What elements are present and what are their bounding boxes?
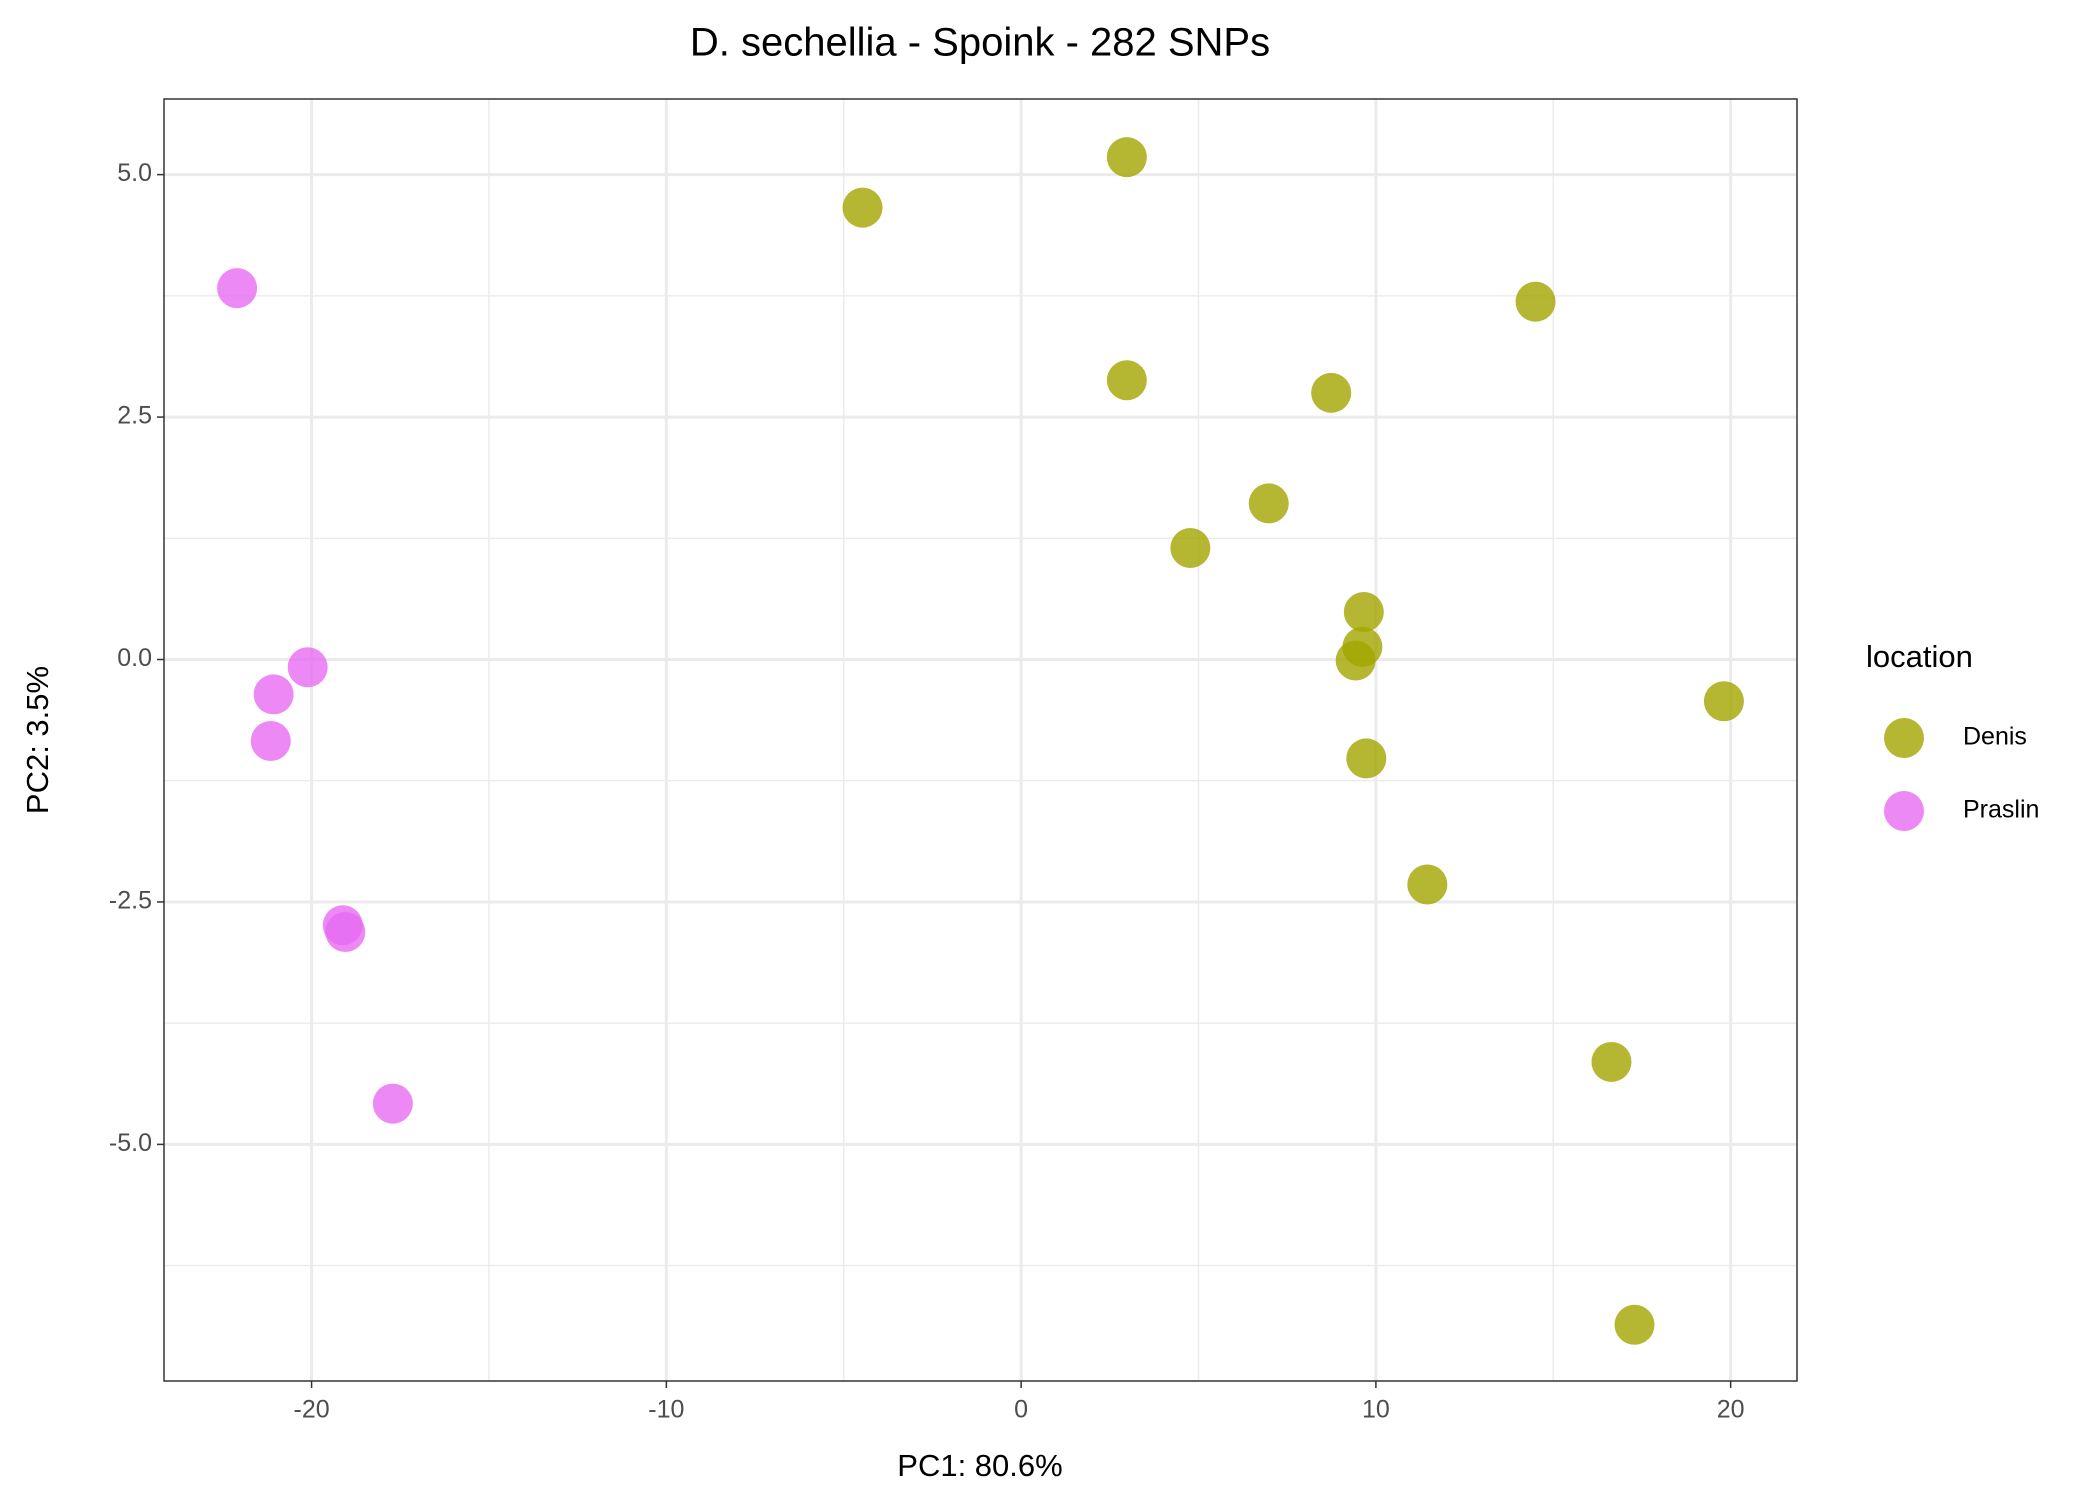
point: [1515, 281, 1556, 322]
point: [217, 268, 258, 309]
point: [1346, 738, 1387, 779]
y-tick-label: -2.5: [109, 887, 152, 915]
point: [1343, 591, 1384, 632]
y-axis-title: PC2: 3.5%: [20, 666, 55, 814]
point: [1311, 372, 1352, 413]
point: [372, 1083, 413, 1124]
x-tick-label: 20: [1717, 1396, 1745, 1424]
point: [842, 187, 883, 228]
legend-label: Praslin: [1963, 796, 2039, 824]
legend-key: [1884, 718, 1924, 758]
point: [287, 647, 328, 688]
chart-title: D. sechellia - Spoink - 282 SNPs: [690, 21, 1270, 65]
x-tick-label: 0: [1014, 1396, 1028, 1424]
point: [253, 674, 294, 715]
point: [325, 912, 366, 953]
point: [1248, 483, 1289, 524]
x-tick-label: 10: [1362, 1396, 1390, 1424]
point: [1703, 681, 1744, 722]
point: [250, 720, 291, 761]
y-tick-label: 0.0: [117, 644, 152, 672]
point: [1170, 527, 1211, 568]
point: [1407, 864, 1448, 905]
point: [1335, 640, 1376, 681]
y-tick-label: 2.5: [117, 402, 152, 430]
legend-key: [1884, 791, 1924, 831]
y-tick-label: 5.0: [117, 159, 152, 187]
x-tick-label: -10: [648, 1396, 684, 1424]
legend-title: location: [1866, 639, 1973, 674]
point: [1106, 137, 1147, 178]
panel-border: [163, 98, 1798, 1382]
x-axis-title: PC1: 80.6%: [897, 1448, 1062, 1483]
point: [1106, 360, 1147, 401]
x-tick-label: -20: [294, 1396, 330, 1424]
point: [1591, 1041, 1632, 1082]
point: [1614, 1304, 1655, 1345]
y-tick-label: -5.0: [109, 1129, 152, 1157]
legend-label: Denis: [1963, 723, 2027, 751]
